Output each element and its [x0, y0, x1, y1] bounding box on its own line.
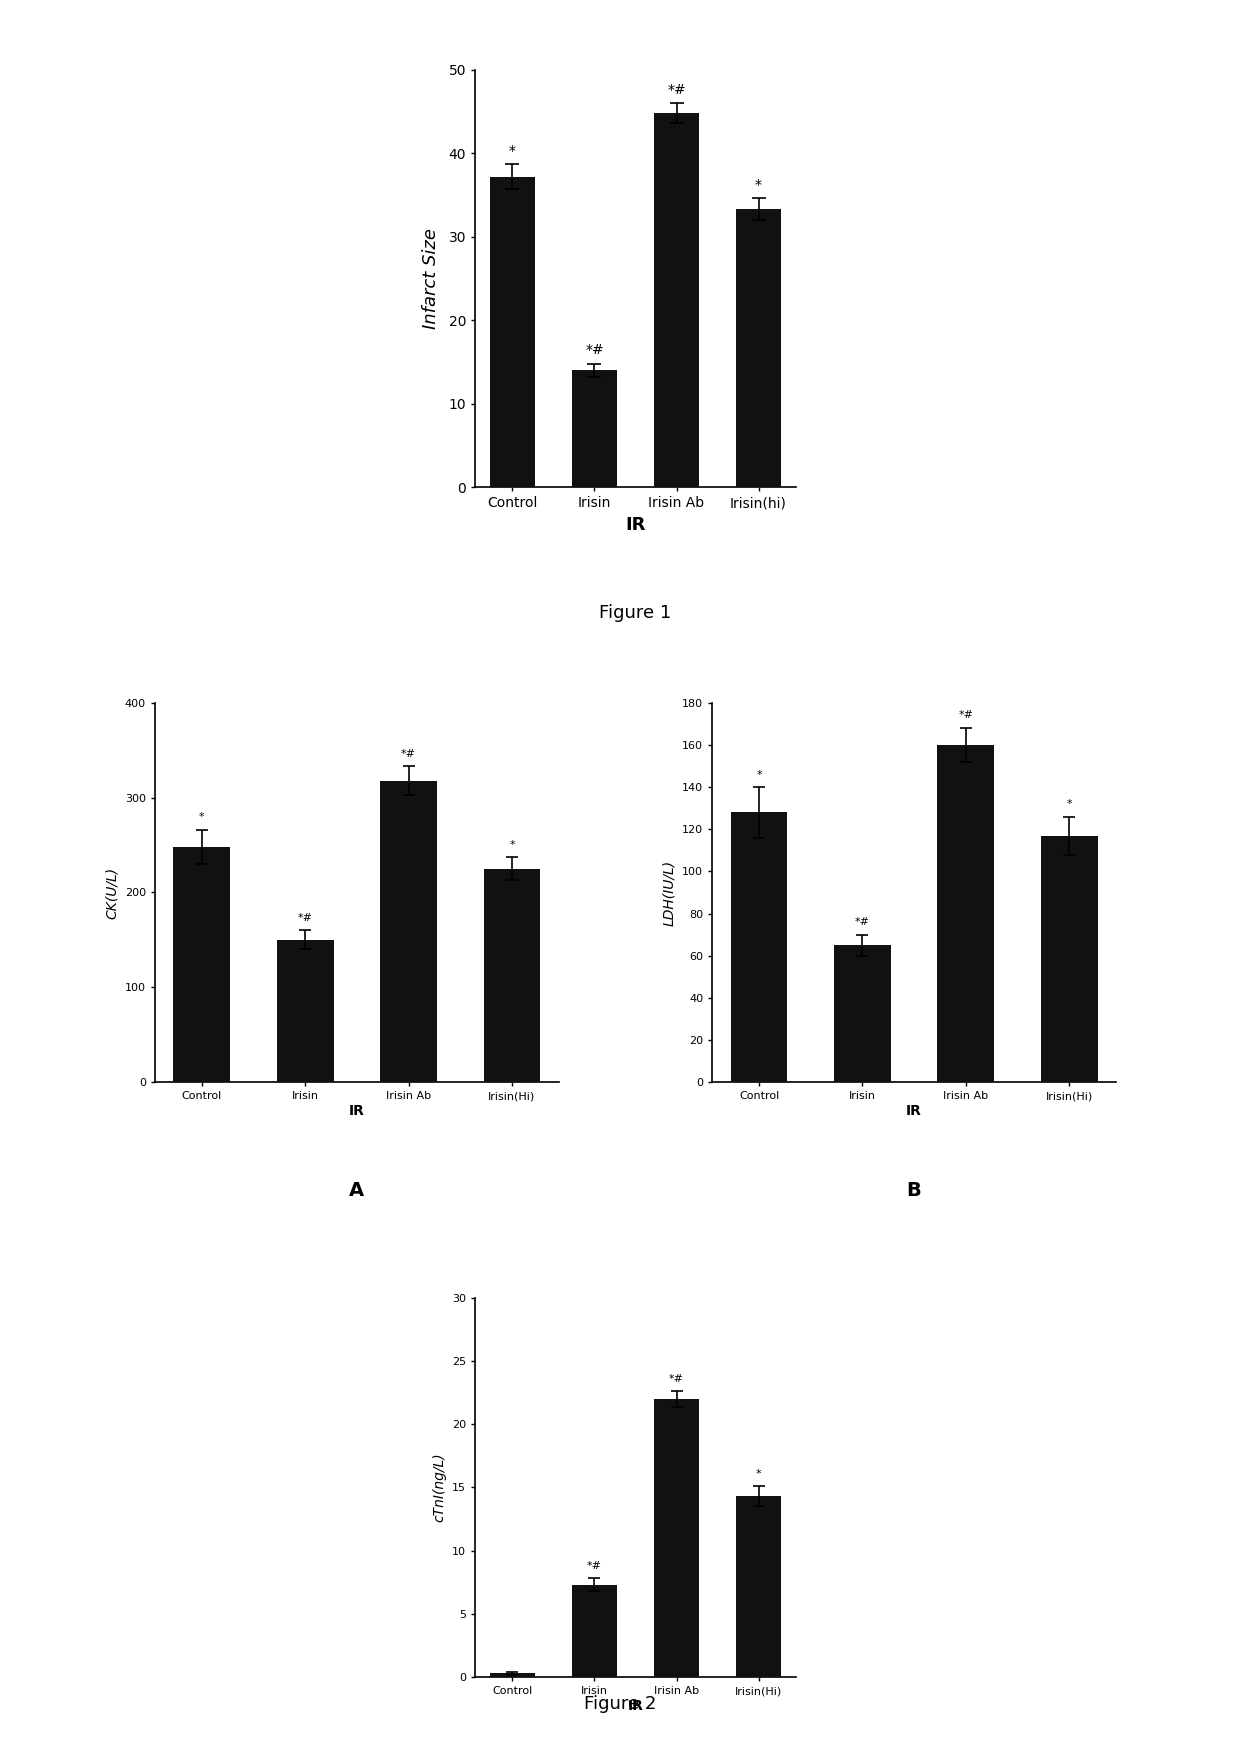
- X-axis label: IR: IR: [906, 1104, 923, 1118]
- Text: *#: *#: [401, 749, 417, 758]
- Bar: [835, 945, 890, 1081]
- Bar: [174, 847, 231, 1081]
- Bar: [737, 1495, 781, 1677]
- Text: *#: *#: [959, 711, 973, 720]
- X-axis label: IR: IR: [627, 1698, 644, 1712]
- Bar: [937, 744, 994, 1081]
- Bar: [653, 114, 699, 487]
- Text: *: *: [198, 812, 205, 823]
- Bar: [490, 1674, 534, 1677]
- Bar: [737, 210, 781, 487]
- Y-axis label: cTnI(ng/L): cTnI(ng/L): [433, 1452, 446, 1522]
- Bar: [653, 1399, 699, 1677]
- Bar: [572, 370, 618, 487]
- Text: *#: *#: [587, 1560, 601, 1571]
- Bar: [730, 812, 787, 1081]
- Bar: [277, 940, 334, 1081]
- Text: *: *: [755, 1469, 761, 1478]
- X-axis label: IR: IR: [348, 1104, 365, 1118]
- Y-axis label: LDH(IU/L): LDH(IU/L): [662, 860, 677, 926]
- Bar: [381, 781, 436, 1081]
- Text: *: *: [510, 840, 515, 849]
- Y-axis label: Infarct Size: Infarct Size: [423, 229, 440, 328]
- Text: *#: *#: [670, 1373, 684, 1384]
- Text: *#: *#: [585, 342, 604, 356]
- Text: *#: *#: [298, 914, 312, 922]
- Bar: [1040, 835, 1097, 1081]
- Text: *#: *#: [667, 82, 686, 96]
- Text: *: *: [755, 178, 763, 192]
- Text: B: B: [906, 1181, 921, 1200]
- Bar: [490, 176, 534, 487]
- Bar: [484, 868, 541, 1081]
- Text: *: *: [1066, 798, 1073, 809]
- Bar: [572, 1585, 618, 1677]
- Text: *#: *#: [854, 917, 870, 928]
- X-axis label: IR: IR: [625, 515, 646, 535]
- Text: Figure 1: Figure 1: [599, 604, 672, 622]
- Text: A: A: [350, 1181, 365, 1200]
- Text: *: *: [508, 143, 516, 157]
- Y-axis label: CK(U/L): CK(U/L): [105, 867, 119, 919]
- Text: *: *: [756, 769, 761, 779]
- Text: Figure 2: Figure 2: [584, 1695, 656, 1712]
